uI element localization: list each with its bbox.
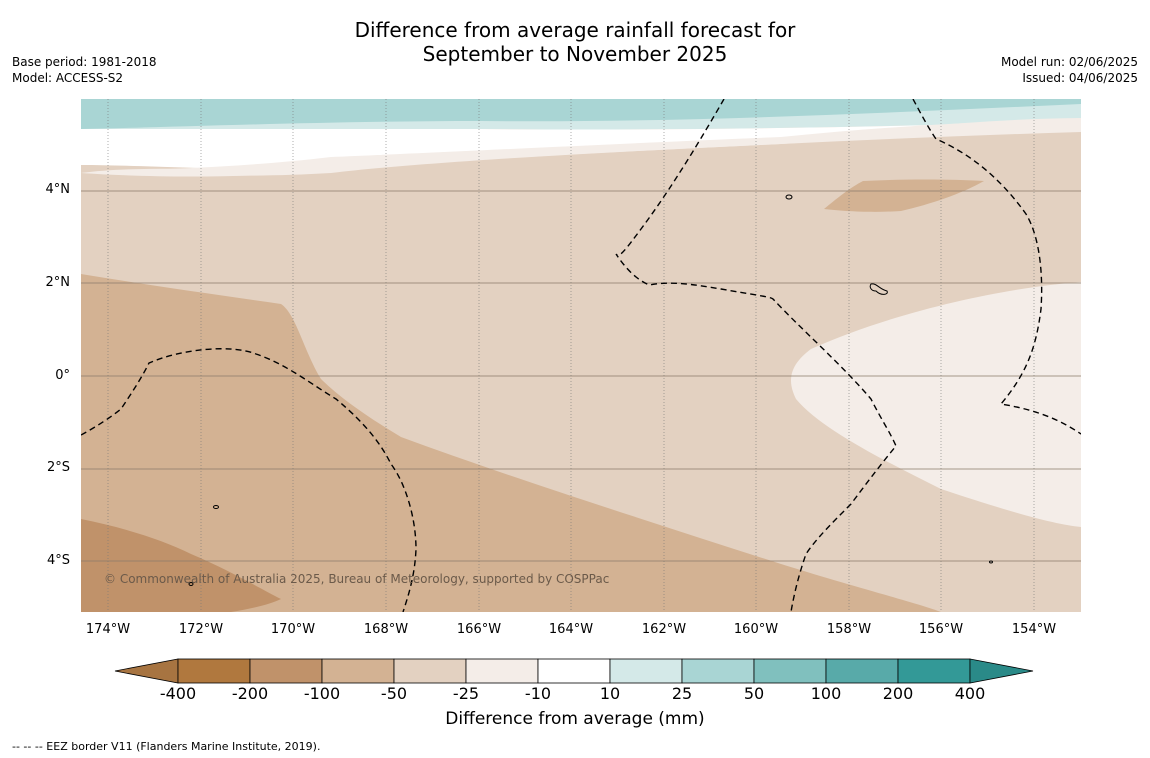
- colorbar-segments: [114, 658, 1034, 684]
- lon-label-170w: 170°W: [270, 622, 316, 637]
- island-3: [213, 505, 219, 509]
- region-minus-25-to-minus-10-east: [791, 282, 1081, 527]
- region-minus-100-to-minus-50: [81, 274, 941, 612]
- colorbar-tick-label: -200: [231, 684, 269, 703]
- colorbar-tick-label: -100: [303, 684, 341, 703]
- colorbar-segment: [249, 658, 323, 684]
- colorbar-segment: [321, 658, 395, 684]
- colorbar-segment: [825, 658, 899, 684]
- colorbar-tick-label: -50: [380, 684, 408, 703]
- colorbar-tick-label: 10: [599, 684, 621, 703]
- lon-label-162w: 162°W: [641, 622, 687, 637]
- colorbar-tick-label: -400: [159, 684, 197, 703]
- colorbar: [114, 658, 1034, 684]
- island-1: [785, 194, 793, 200]
- model-run-text: Model run: 02/06/2025: [1000, 55, 1138, 69]
- lon-label-174w: 174°W: [85, 622, 131, 637]
- island-2: [869, 283, 888, 295]
- lon-label-168w: 168°W: [363, 622, 409, 637]
- colorbar-segment: [537, 658, 611, 684]
- metadata-right: Model run: 02/06/2025 Issued: 04/06/2025: [1001, 54, 1138, 86]
- colorbar-extend-low: [114, 658, 179, 684]
- lat-label-4s: 4°S: [46, 553, 70, 568]
- metadata-left: Base period: 1981-2018 Model: ACCESS-S2: [12, 54, 157, 86]
- colorbar-tick-label: -10: [524, 684, 552, 703]
- lon-label-172w: 172°W: [178, 622, 224, 637]
- colorbar-segment: [177, 658, 251, 684]
- issued-text: Issued: 04/06/2025: [1022, 71, 1138, 85]
- rainfall-map: [81, 99, 1081, 612]
- region-minus-100-to-minus-50-patch: [824, 179, 984, 212]
- model-text: Model: ACCESS-S2: [12, 71, 124, 85]
- colorbar-tick-label: 50: [743, 684, 765, 703]
- title-line-1: Difference from average rainfall forecas…: [354, 18, 796, 42]
- latitude-gridlines: [81, 190, 1081, 562]
- base-period-text: Base period: 1981-2018: [12, 55, 157, 69]
- colorbar-segment: [393, 658, 467, 684]
- colorbar-extend-high: [969, 658, 1034, 684]
- colorbar-tick-label: 200: [882, 684, 914, 703]
- lat-label-2s: 2°S: [46, 460, 70, 475]
- region-minus-25-to-minus-10-b: [81, 119, 1081, 177]
- lat-label-2n: 2°N: [45, 275, 71, 290]
- lon-label-166w: 166°W: [456, 622, 502, 637]
- colorbar-label: Difference from average (mm): [445, 709, 705, 729]
- colorbar-tick-label: 25: [671, 684, 693, 703]
- colorbar-segment: [609, 658, 683, 684]
- region-25-to-50: [81, 99, 1081, 129]
- island-5: [989, 560, 993, 564]
- lat-label-0: 0°: [55, 368, 70, 383]
- lon-label-156w: 156°W: [918, 622, 964, 637]
- colorbar-segment: [897, 658, 971, 684]
- lon-label-154w: 154°W: [1011, 622, 1057, 637]
- island-4: [188, 582, 194, 586]
- colorbar-segment: [681, 658, 755, 684]
- lat-label-4n: 4°N: [45, 182, 71, 197]
- eez-borders: [81, 99, 1081, 612]
- colorbar-segment: [753, 658, 827, 684]
- lon-label-158w: 158°W: [826, 622, 872, 637]
- colorbar-tick-label: -25: [452, 684, 480, 703]
- colorbar-tick-label: 400: [954, 684, 986, 703]
- eez-footnote: -- -- -- EEZ border V11 (Flanders Marine…: [12, 740, 321, 753]
- region-minus-200-to-minus-100: [81, 519, 281, 612]
- colorbar-segment: [465, 658, 539, 684]
- lon-label-164w: 164°W: [548, 622, 594, 637]
- colorbar-tick-label: 100: [810, 684, 842, 703]
- map-title: Difference from average rainfall forecas…: [0, 18, 1150, 66]
- copyright-credit: © Commonwealth of Australia 2025, Bureau…: [104, 572, 610, 586]
- lon-label-160w: 160°W: [733, 622, 779, 637]
- map-svg: [81, 99, 1081, 612]
- title-line-2: September to November 2025: [422, 42, 728, 66]
- islands: [188, 194, 993, 586]
